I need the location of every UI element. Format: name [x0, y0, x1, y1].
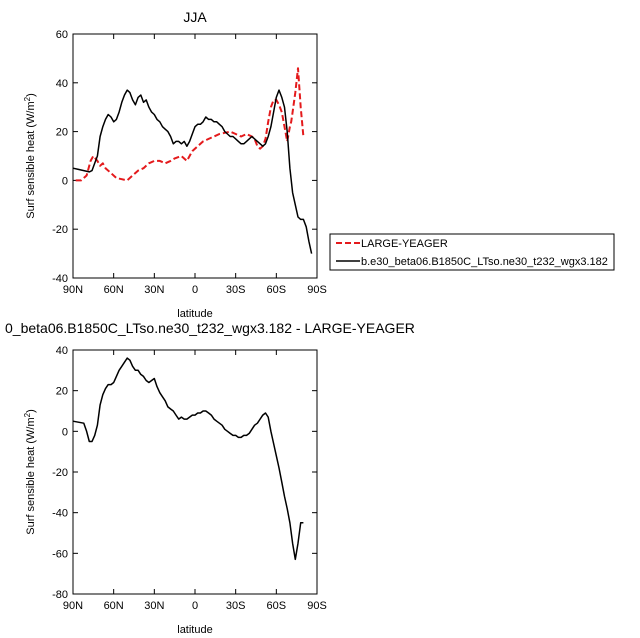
top-chart-marks: -40 -20 0 20 40 60 90N 60N 30N 0 30S 60S 90S: [52, 29, 327, 296]
series-line-1: [72, 357, 304, 561]
x-tick-label: 60S: [267, 284, 287, 296]
legend-label-model-run: b.e30_beta06.B1850C_LTso.ne30_t232_wgx3.…: [361, 256, 608, 268]
bottom-chart-marks: -80 -60 -40 -20 0 20 40 90N 60N 30N 0 30S 60S 90S: [52, 345, 327, 612]
x-tick-label: 90S: [307, 284, 327, 296]
legend-box: [329, 233, 615, 271]
bottom-chart-title: 0_beta06.B1850C_LTso.ne30_t232_wgx3.182 …: [5, 320, 415, 336]
y-tick-label: -40: [52, 273, 68, 285]
y-tick-label: -20: [52, 224, 68, 236]
x-tick-label: 60S: [267, 600, 287, 612]
y-tick-label: -40: [52, 508, 68, 520]
top-chart: JJA -40 -20 0 20 40 60 90N 60N 30N 0 30S 60S 90S lat…: [23, 9, 327, 320]
x-tick-label: 30S: [226, 600, 246, 612]
y-tick-label: 40: [56, 345, 68, 357]
y-tick-label: 0: [62, 426, 68, 438]
y-tick-label: 60: [56, 29, 68, 41]
bottom-chart: 0_beta06.B1850C_LTso.ne30_t232_wgx3.182 …: [5, 320, 415, 636]
y-tick-label: 40: [56, 78, 68, 90]
x-tick-label: 60N: [104, 600, 124, 612]
legend-label-large-yeager: LARGE-YEAGER: [361, 238, 448, 250]
top-plot-frame: [72, 33, 318, 279]
x-tick-label: 30N: [144, 600, 164, 612]
bottom-y-axis-label: Surf sensible heat (W/m2): [23, 409, 37, 535]
y-tick-label: -60: [52, 548, 68, 560]
x-tick-label: 0: [192, 284, 198, 296]
legend: LARGE-YEAGER b.e30_beta06.B1850C_LTso.ne…: [329, 233, 615, 271]
y-tick-label: 20: [56, 386, 68, 398]
top-x-axis-label: latitude: [177, 308, 212, 320]
x-tick-label: 0: [192, 600, 198, 612]
x-tick-label: 90S: [307, 600, 327, 612]
series-line-1: [75, 67, 305, 182]
y-tick-label: 20: [56, 127, 68, 139]
x-tick-label: 60N: [104, 284, 124, 296]
top-chart-title: JJA: [183, 9, 207, 25]
bottom-x-axis-label: latitude: [177, 624, 212, 636]
x-tick-label: 30N: [144, 284, 164, 296]
y-tick-label: 0: [62, 175, 68, 187]
y-tick-label: -20: [52, 467, 68, 479]
x-tick-label: 90N: [63, 284, 83, 296]
y-tick-label: -80: [52, 589, 68, 601]
top-y-axis-label: Surf sensible heat (W/m2): [23, 93, 37, 219]
series-line-2: [72, 89, 313, 254]
x-tick-label: 90N: [63, 600, 83, 612]
x-tick-label: 30S: [226, 284, 246, 296]
